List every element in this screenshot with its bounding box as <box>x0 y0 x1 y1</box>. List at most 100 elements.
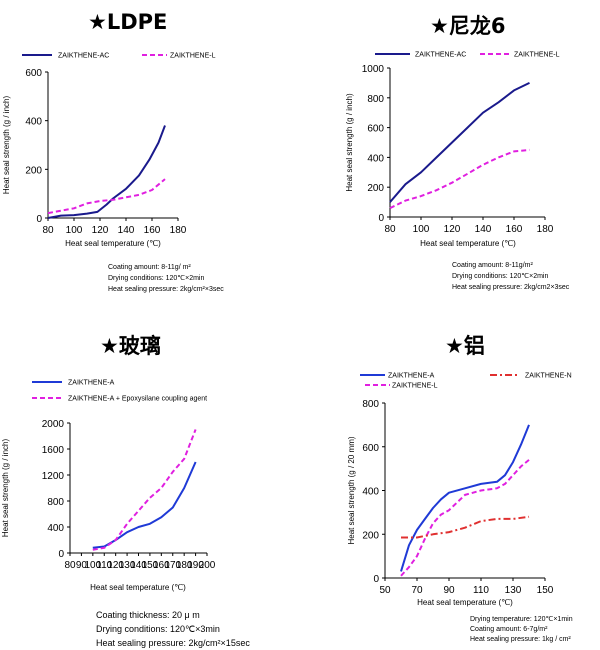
y-tick-label: 600 <box>25 68 42 79</box>
y-axis-label: Heat seal strength (g / 20 mm) <box>347 436 356 544</box>
y-tick-label: 200 <box>362 530 379 541</box>
legend-label: ZAIKTHENE-L <box>514 52 560 59</box>
x-tick-label: 100 <box>66 225 83 236</box>
series-line-zaikthene-l <box>389 148 530 210</box>
chart-nylon6-svg: 80 100 120 140 160 180 0 200 400 600 800 1000 Heat s… <box>345 52 560 249</box>
chart-notes: Coating amount: 8-11g/m² Drying conditio… <box>452 260 569 293</box>
chart-glass: ★玻璃 80 90 100 110 120 130 140 150 160 170 180 190 20… <box>0 325 300 650</box>
note-line: Heat sealing pressure: 2kg/cm²×3sec <box>108 286 224 293</box>
note-line: Coating amount: 8-11g/ m² <box>108 264 191 271</box>
y-tick-label: 0 <box>378 213 384 224</box>
x-tick-label: 130 <box>119 560 136 571</box>
legend-label: ZAIKTHENE-A + Epoxysilane coupling agent <box>68 396 207 403</box>
y-tick-label: 1000 <box>362 64 385 75</box>
x-axis-label: Heat seal temperature (℃) <box>90 583 186 592</box>
x-tick-label: 140 <box>118 225 135 236</box>
chart-glass-svg: 80 90100110120130140150160170180190200040… <box>1 380 216 593</box>
y-tick-label: 400 <box>362 487 379 498</box>
note-line: Heat sealing pressure: 2kg/cm²×15sec <box>96 638 250 648</box>
x-tick-label: 110 <box>473 585 489 596</box>
series-line-zaikthene-a <box>92 461 197 549</box>
x-tick-label: 80 <box>384 224 396 235</box>
x-tick-label: 80 <box>64 560 76 571</box>
y-tick-label: 2000 <box>42 419 65 430</box>
x-axis-label: Heat seal temperature (℃) <box>65 239 161 248</box>
x-tick-label: 50 <box>379 585 391 596</box>
x-tick-label: 150 <box>142 560 159 571</box>
y-tick-label: 600 <box>367 124 384 135</box>
x-tick-label: 90 <box>443 585 455 596</box>
series-line-zaikthene-n <box>401 515 530 539</box>
y-tick-label: 1200 <box>42 471 65 482</box>
y-tick-label: 0 <box>373 574 379 585</box>
x-tick-label: 180 <box>170 225 187 236</box>
x-tick-label: 140 <box>475 224 492 235</box>
x-tick-label: 80 <box>42 225 54 236</box>
chart-notes: Coating amount: 8-11g/ m² Drying conditi… <box>108 262 224 295</box>
chart-ldpe-svg: 80 100 120 140 160 180 0 200 400 600 Heat seal tem… <box>2 53 216 249</box>
chart-title: ★尼龙6 <box>430 14 506 38</box>
series-line-zaikthene-l <box>400 459 530 577</box>
y-tick-label: 800 <box>362 399 379 410</box>
chart-ldpe: ★LDPE 80 100 120 140 160 180 0 200 400 600 Heat se… <box>0 0 300 325</box>
x-tick-label: 170 <box>164 560 181 571</box>
y-tick-label: 200 <box>367 183 384 194</box>
x-tick-label: 120 <box>92 225 109 236</box>
note-line: Heat sealing pressure: 2kg/cm2×3sec <box>452 284 570 291</box>
x-tick-label: 150 <box>537 585 554 596</box>
x-tick-label: 200 <box>199 560 216 571</box>
series-line-zaikthene-ac <box>389 81 530 203</box>
x-tick-label: 90 <box>76 560 88 571</box>
y-tick-label: 0 <box>58 549 64 560</box>
y-tick-label: 200 <box>25 165 42 176</box>
y-axis-label: Heat seal strength (g / inch) <box>1 439 10 538</box>
legend-label: ZAIKTHENE-A <box>388 373 435 380</box>
note-line: Coating thickness: 20 μ m <box>96 610 200 620</box>
x-tick-label: 160 <box>153 560 170 571</box>
x-tick-label: 100 <box>413 224 430 235</box>
y-tick-label: 400 <box>25 117 42 128</box>
x-axis-label: Heat seal temperature (℃) <box>417 598 513 607</box>
legend-label: ZAIKTHENE-AC <box>58 53 109 60</box>
x-tick-label: 180 <box>537 224 554 235</box>
note-line: Coating amount: 8-11g/m² <box>452 262 533 269</box>
x-axis-label: Heat seal temperature (℃) <box>420 239 516 248</box>
chart-title: ★玻璃 <box>100 334 161 358</box>
chart-nylon6: ★尼龙6 80 100 120 140 160 180 0 200 400 600 800 1000 H… <box>300 0 600 325</box>
x-tick-label: 160 <box>144 225 161 236</box>
note-line: Drying conditions: 120℃×2min <box>108 275 205 282</box>
note-line: Drying conditions: 120℃×3min <box>96 624 220 634</box>
x-tick-label: 120 <box>107 560 124 571</box>
legend-label: ZAIKTHENE-N <box>525 373 572 380</box>
note-line: Heat sealing pressure: 1kg / cm² <box>470 636 571 643</box>
legend-label: ZAIKTHENE-L <box>170 53 216 60</box>
y-axis-label: Heat seal strength (g / inch) <box>2 96 11 195</box>
y-tick-label: 1600 <box>42 445 65 456</box>
series-line-zaikthene-a-epoxysilane-coupling-agent <box>92 429 197 551</box>
y-axis-label: Heat seal strength (g / inch) <box>345 93 354 192</box>
x-tick-label: 70 <box>411 585 423 596</box>
x-tick-label: 190 <box>187 560 204 571</box>
y-tick-label: 600 <box>362 443 379 454</box>
y-tick-label: 800 <box>47 497 64 508</box>
x-tick-label: 120 <box>444 224 461 235</box>
series-line-zaikthene-a <box>400 424 530 572</box>
note-line: Drying conditions: 120℃×2min <box>452 273 549 280</box>
note-line: Coating amount: 6-7g/m² <box>470 626 548 633</box>
x-tick-label: 180 <box>176 560 193 571</box>
x-tick-label: 100 <box>84 560 101 571</box>
series-line-zaikthene-l <box>47 178 166 215</box>
y-tick-label: 400 <box>47 523 64 534</box>
y-tick-label: 0 <box>36 214 42 225</box>
chart-title: ★LDPE <box>88 10 168 34</box>
chart-title: ★铝 <box>445 334 485 358</box>
chart-notes: Coating thickness: 20 μ m Drying conditi… <box>96 608 250 650</box>
y-tick-label: 800 <box>367 94 384 105</box>
x-tick-label: 140 <box>130 560 147 571</box>
x-tick-label: 130 <box>505 585 522 596</box>
chart-aluminum-svg: 50 70 90 110 130 150 0 200 400 600 800 Heat seal te… <box>347 373 572 608</box>
y-tick-label: 400 <box>367 153 384 164</box>
note-line: Drying temperature: 120℃×1min <box>470 616 573 623</box>
legend-label: ZAIKTHENE-L <box>392 383 438 390</box>
chart-notes: Drying temperature: 120℃×1min Coating am… <box>470 615 573 645</box>
